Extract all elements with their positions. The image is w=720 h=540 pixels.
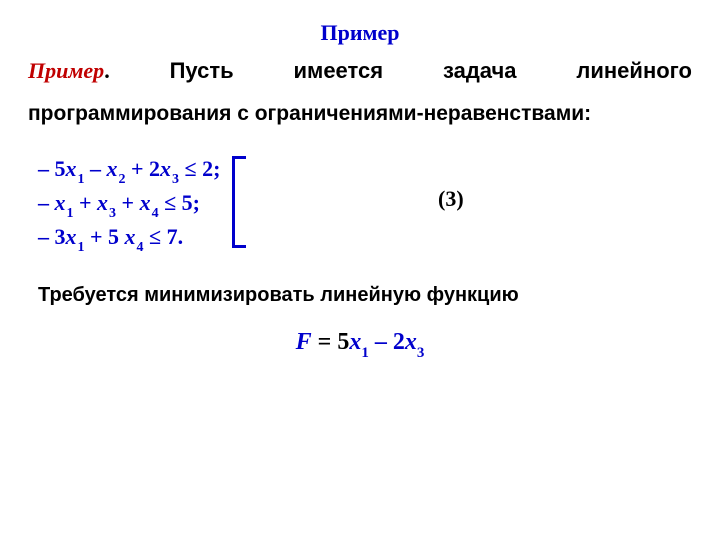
system-bracket [232,156,246,248]
c3-p3: + 5 [85,224,125,249]
constraint-row-1: – 5x1 – x2 + 2x3 ≤ 2; [38,154,692,188]
constraints: – 5x1 – x2 + 2x3 ≤ 2; – x1 + x3 + x4 ≤ 5… [38,154,692,256]
obj-x3: x [405,329,417,355]
c2-p6: + [116,190,140,215]
requirement-text: Требуется минимизировать линейную функци… [38,284,692,307]
intro-word-4: линейного [576,58,692,84]
c3-p0: – 3 [38,224,66,249]
body-text: программирования с ограничениями-неравен… [28,102,692,126]
example-label: Пример. [28,58,110,84]
c1-p1: x [66,156,77,181]
c1-p4: x [107,156,118,181]
c1-p6: + 2 [126,156,161,181]
c2-p4: x [97,190,108,215]
intro-word-3: задача [443,58,517,84]
c1-p3: – [85,156,107,181]
obj-F: F [296,329,312,355]
intro-word-2: имеется [294,58,384,84]
c1-p5: 2 [119,172,126,187]
c2-p2: 1 [67,206,74,221]
objective-function: F = 5x1 – 2x3 [28,329,692,360]
c2-p9: ≤ 5; [159,190,200,215]
c2-p8: 4 [152,206,159,221]
constraint-row-2: – x1 + x3 + x4 ≤ 5; [38,188,692,222]
primer-dot: . [104,58,110,83]
obj-s1: 1 [361,345,369,361]
primer-text: Пример [28,58,104,83]
obj-s3: 3 [417,345,425,361]
constraints-block: – 5x1 – x2 + 2x3 ≤ 2; – x1 + x3 + x4 ≤ 5… [38,154,692,256]
obj-minus: – 2 [369,329,405,355]
c2-p1: x [55,190,66,215]
c3-p6: ≤ 7. [144,224,184,249]
c3-p2: 1 [78,240,85,255]
intro-line: Пример. Пусть имеется задача линейного [28,58,692,84]
c3-p4: x [125,224,136,249]
page-title: Пример [28,20,692,46]
c2-p5: 3 [109,206,116,221]
obj-eq: = 5 [312,329,350,355]
c2-p7: x [140,190,151,215]
c1-p2: 1 [78,172,85,187]
c2-p3: + [74,190,98,215]
constraint-row-3: – 3x1 + 5 x4 ≤ 7. [38,222,692,256]
c2-p0: – [38,190,55,215]
intro-word-1: Пусть [170,58,234,84]
equation-label: (3) [438,186,464,212]
c1-p7: x [160,156,171,181]
c1-p9: ≤ 2; [179,156,220,181]
c1-p0: – 5 [38,156,66,181]
c1-p8: 3 [172,172,179,187]
c3-p1: x [66,224,77,249]
c3-p5: 4 [137,240,144,255]
obj-x1: x [349,329,361,355]
